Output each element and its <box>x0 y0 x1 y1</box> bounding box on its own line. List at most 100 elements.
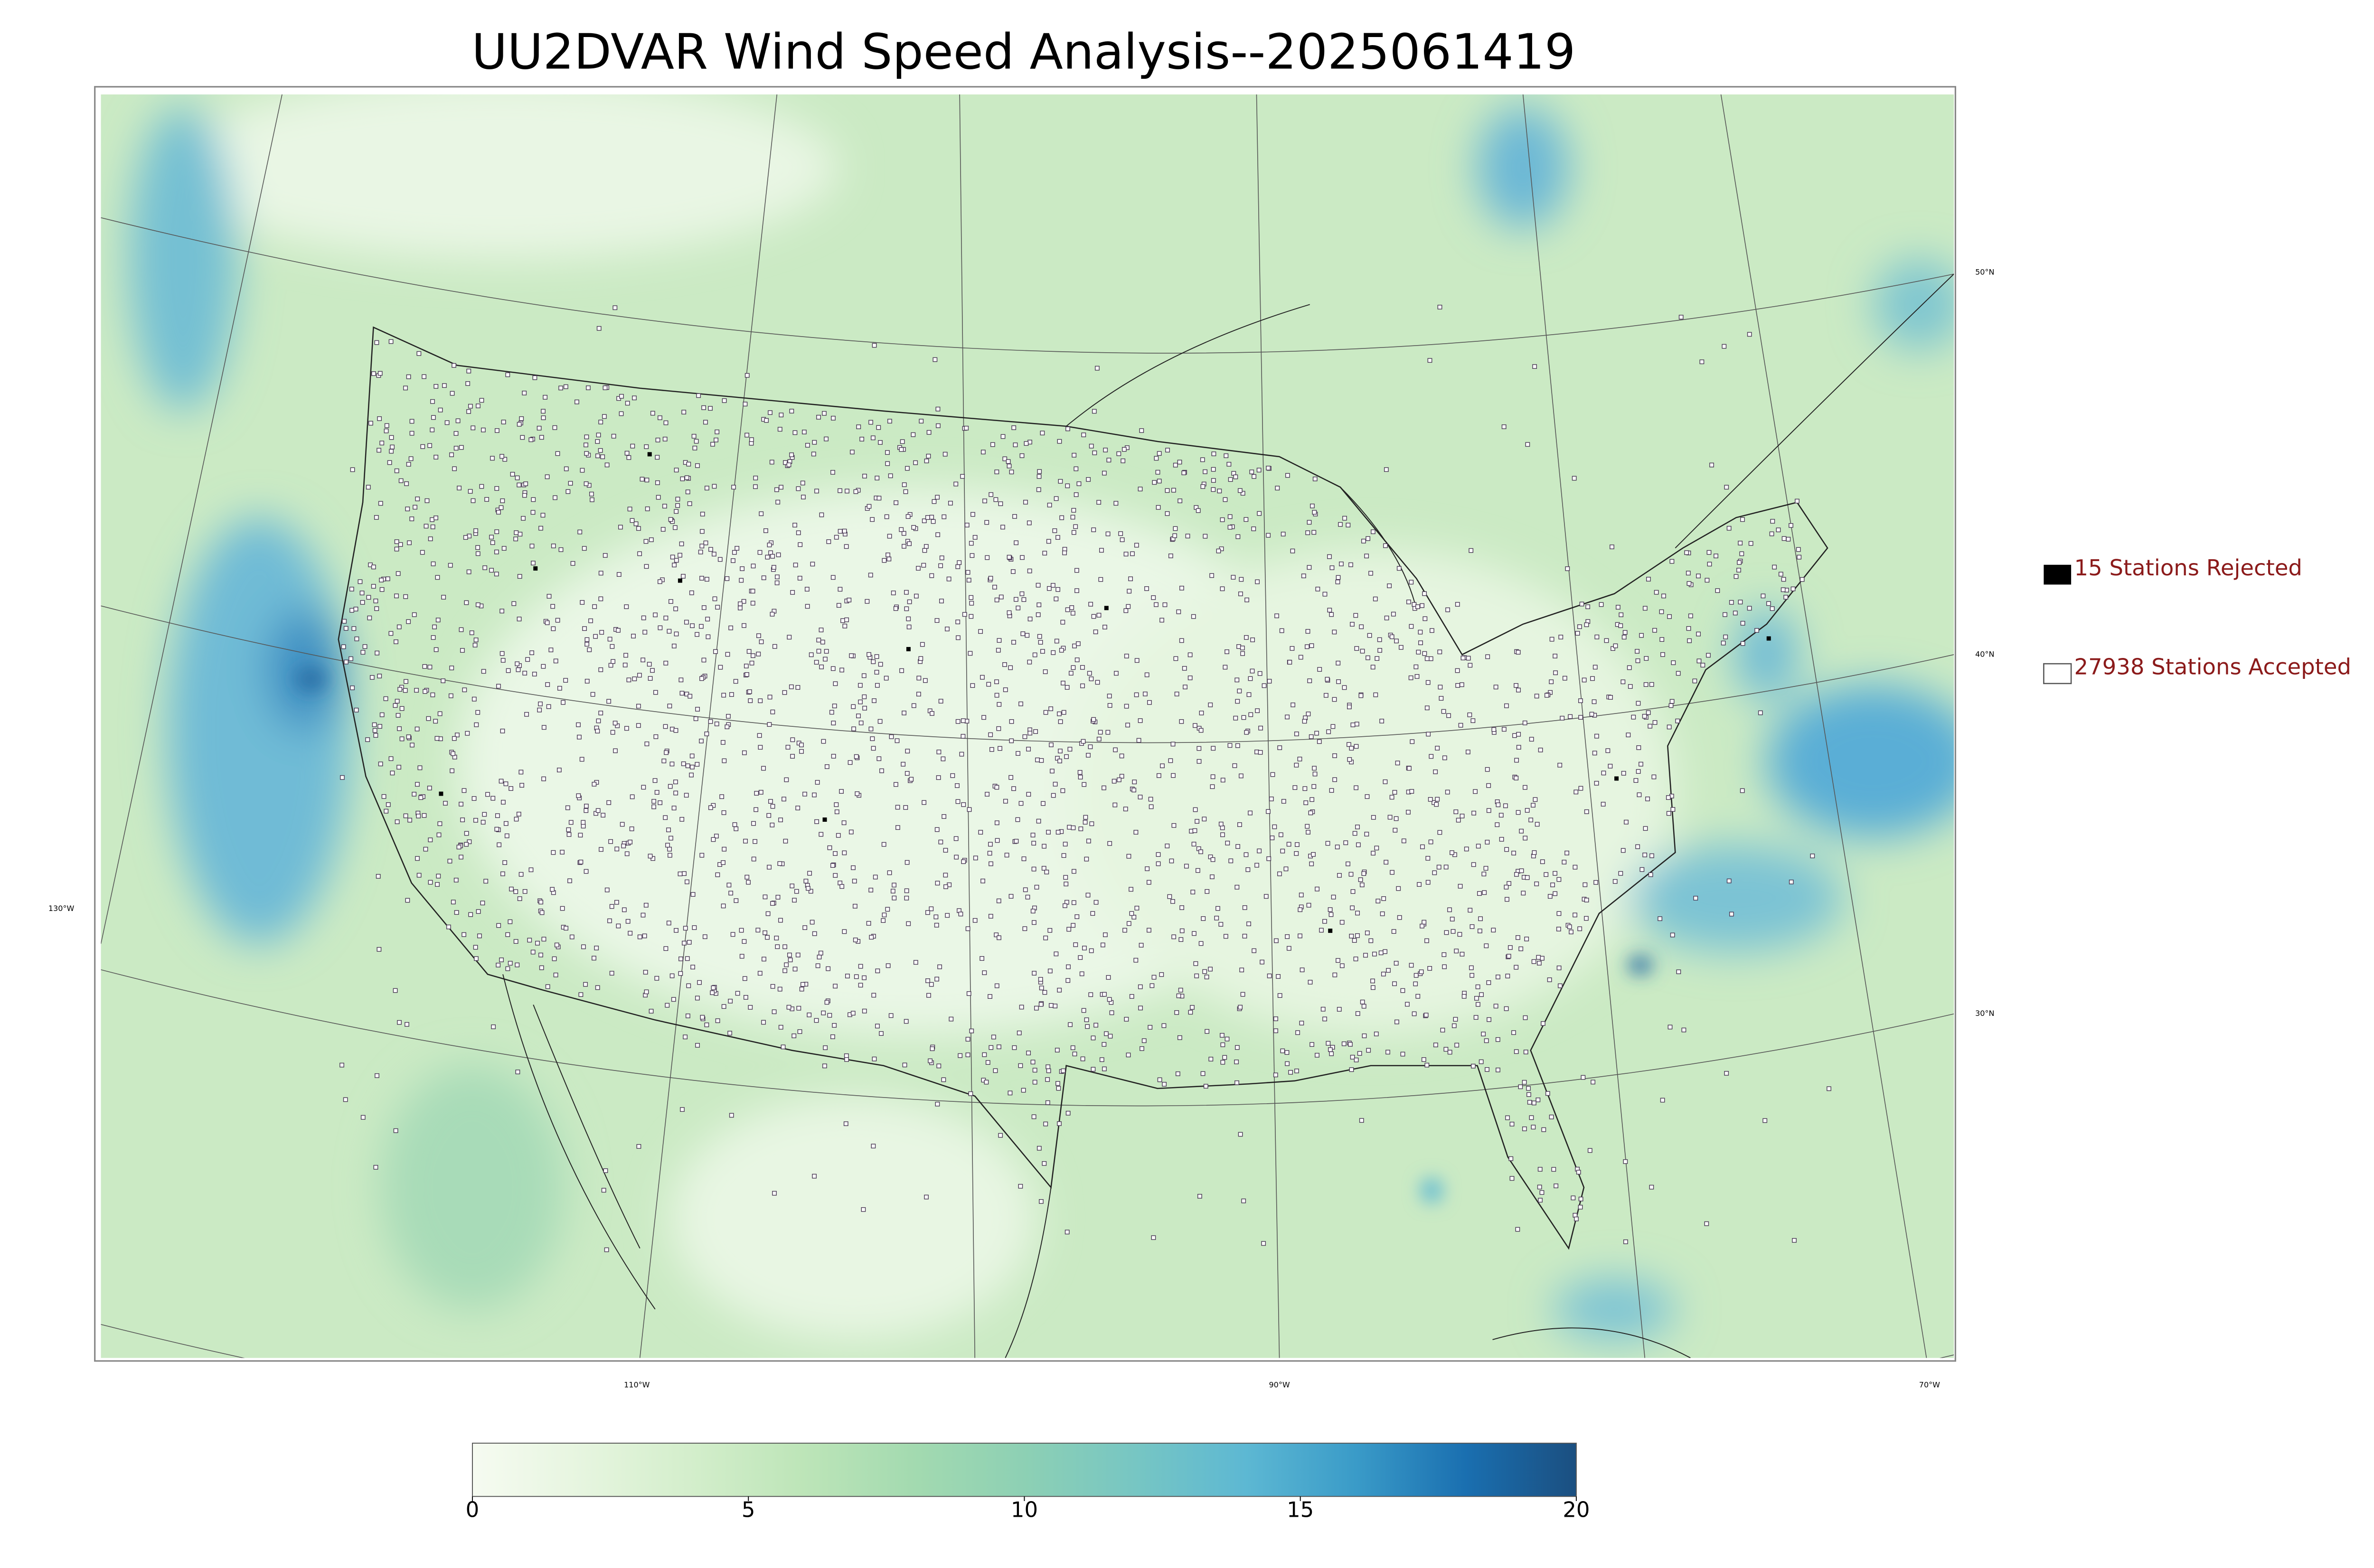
station-marker <box>464 600 469 605</box>
station-marker <box>782 968 788 973</box>
station-marker <box>1048 706 1054 711</box>
station-marker <box>1210 874 1215 879</box>
station-marker <box>466 409 471 414</box>
station-marker <box>812 1174 817 1179</box>
station-marker <box>986 682 991 687</box>
station-marker <box>1076 481 1082 486</box>
station-marker <box>767 722 772 727</box>
station-marker <box>431 415 436 420</box>
station-marker <box>471 425 476 431</box>
station-marker <box>1778 572 1783 577</box>
station-marker <box>1468 908 1473 913</box>
station-marker <box>1521 891 1526 896</box>
station-marker <box>1628 684 1633 689</box>
station-marker <box>1248 676 1253 681</box>
station-marker <box>1290 548 1295 554</box>
station-marker <box>1192 931 1196 936</box>
station-marker <box>943 873 948 878</box>
station-marker <box>1729 911 1734 917</box>
station-marker <box>1240 646 1245 650</box>
station-marker <box>712 596 717 601</box>
station-marker <box>1386 968 1391 973</box>
station-marker <box>551 626 556 631</box>
station-marker <box>907 541 912 546</box>
station-marker <box>626 455 631 460</box>
station-marker <box>962 612 967 617</box>
station-marker <box>802 925 808 930</box>
station-marker <box>902 482 907 487</box>
station-marker <box>1020 555 1025 560</box>
station-marker <box>1686 581 1692 586</box>
station-marker <box>577 734 582 740</box>
station-marker <box>1315 886 1319 892</box>
station-marker <box>1573 912 1577 918</box>
rejected-station <box>906 647 911 651</box>
station-marker <box>799 749 804 754</box>
station-marker <box>598 667 603 672</box>
station-marker <box>1220 1042 1225 1047</box>
station-marker <box>1594 733 1599 739</box>
station-marker <box>494 826 499 832</box>
station-marker <box>985 555 990 560</box>
station-marker <box>1396 886 1401 891</box>
station-marker <box>1248 712 1253 717</box>
station-marker <box>895 738 900 743</box>
station-marker <box>630 443 635 449</box>
station-marker <box>731 558 735 563</box>
station-marker <box>1573 864 1578 870</box>
station-marker <box>954 854 959 860</box>
station-marker <box>1355 911 1360 916</box>
station-marker <box>584 637 590 642</box>
station-marker <box>1327 554 1332 559</box>
station-marker <box>1354 1057 1359 1062</box>
station-marker <box>753 475 758 480</box>
station-marker <box>703 540 708 545</box>
station-marker <box>1455 668 1460 673</box>
station-marker <box>1131 788 1137 793</box>
station-marker <box>1238 488 1243 493</box>
station-marker <box>1361 538 1366 544</box>
station-marker <box>518 532 523 537</box>
station-marker <box>387 460 392 465</box>
station-marker <box>1384 615 1389 620</box>
station-marker <box>1432 870 1437 875</box>
station-marker <box>886 963 891 968</box>
station-marker <box>870 517 875 522</box>
station-marker <box>805 443 810 448</box>
station-marker <box>997 638 1002 643</box>
station-marker <box>1003 687 1008 692</box>
station-marker <box>1696 658 1702 664</box>
station-marker <box>546 704 551 709</box>
station-marker <box>1054 496 1059 501</box>
station-marker <box>1182 666 1187 671</box>
station-marker <box>844 617 849 622</box>
station-marker <box>644 444 649 449</box>
station-marker <box>1118 531 1123 536</box>
station-marker <box>641 615 646 620</box>
station-marker <box>1215 906 1220 911</box>
station-marker <box>830 666 836 671</box>
station-marker <box>1203 469 1207 474</box>
station-marker <box>407 817 412 823</box>
station-marker <box>1133 830 1139 835</box>
station-marker <box>1099 548 1104 553</box>
station-marker <box>448 563 453 568</box>
station-marker <box>341 644 346 649</box>
station-marker <box>1417 882 1422 887</box>
station-marker <box>886 556 892 562</box>
colorbar-tick-label: 20 <box>1563 1497 1590 1522</box>
station-marker <box>1762 1118 1768 1123</box>
station-marker <box>1272 824 1277 829</box>
station-marker <box>742 976 747 981</box>
station-marker <box>941 1077 946 1082</box>
station-marker <box>1537 1184 1542 1190</box>
station-marker <box>658 625 663 630</box>
station-marker <box>1529 1115 1534 1120</box>
station-marker <box>1070 515 1075 520</box>
station-marker <box>904 606 909 611</box>
station-marker <box>937 964 942 969</box>
station-marker <box>1305 530 1310 535</box>
station-marker <box>1392 790 1397 795</box>
station-marker <box>965 1052 970 1057</box>
station-marker <box>1298 907 1303 912</box>
